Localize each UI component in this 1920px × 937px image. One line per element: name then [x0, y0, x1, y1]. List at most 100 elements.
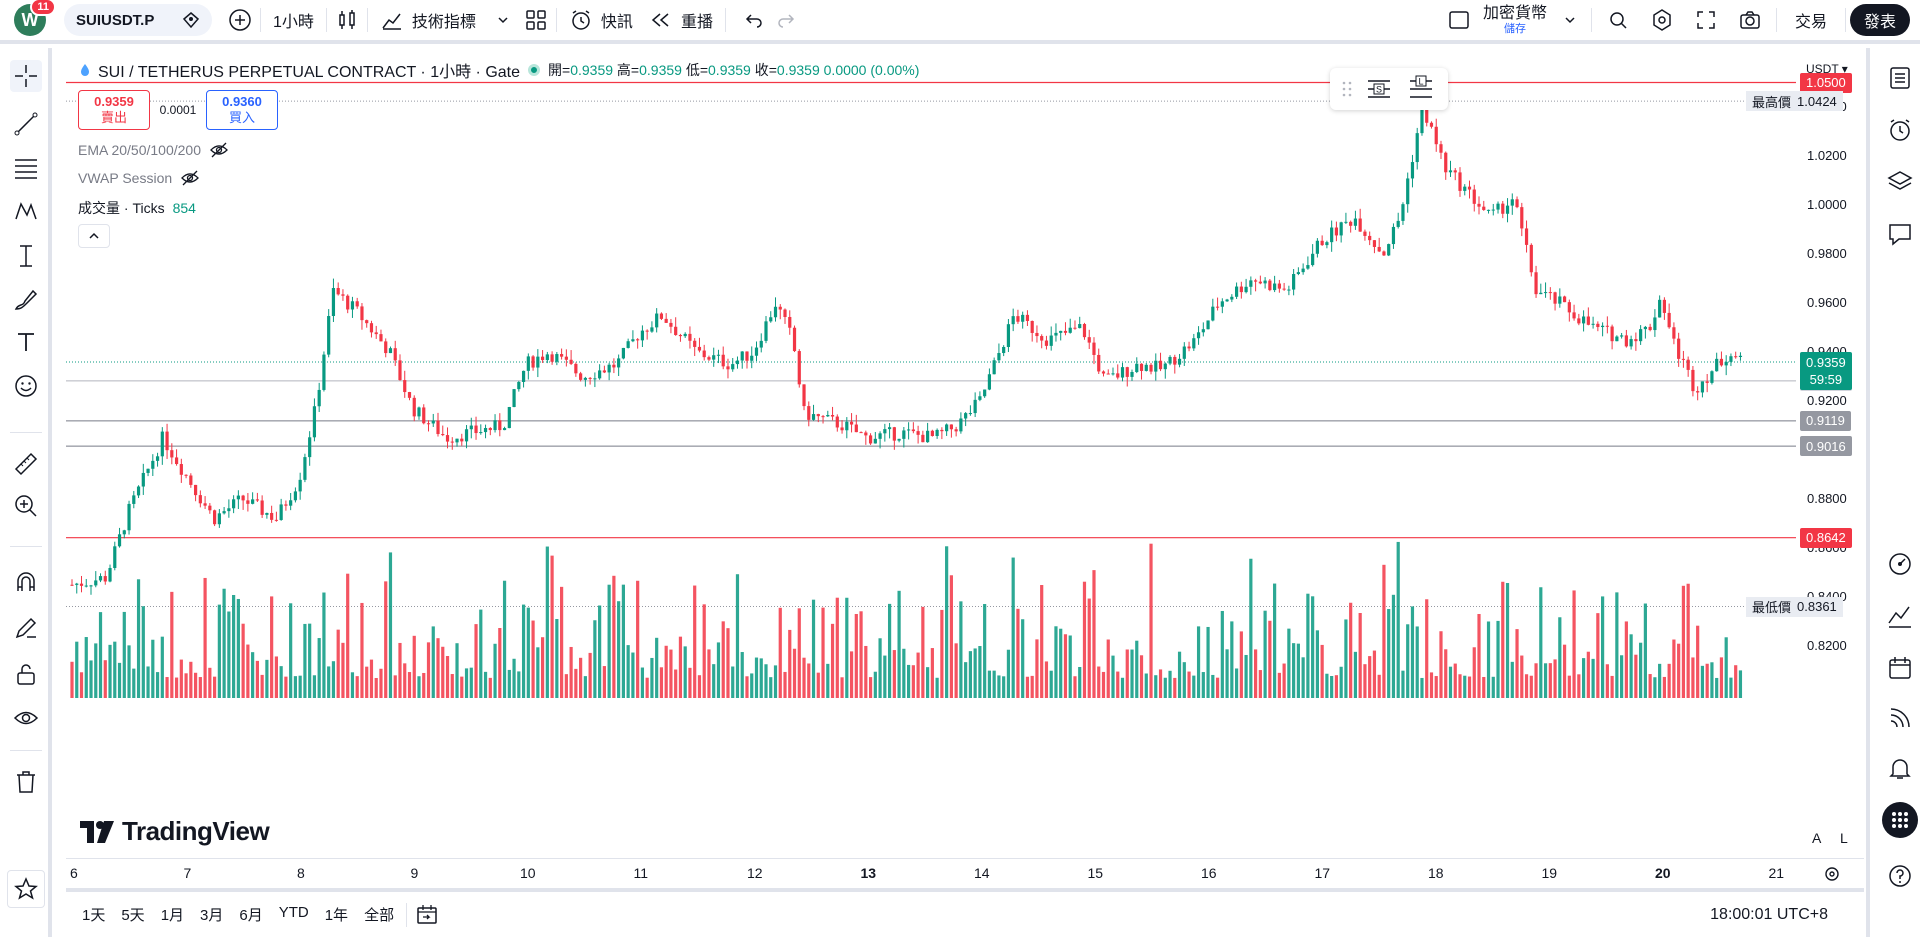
tv-logo-icon: [80, 820, 114, 843]
sell-button[interactable]: 0.9359 賣出: [78, 90, 150, 130]
replay-button[interactable]: 重播: [641, 2, 721, 38]
volume-bar: [1306, 593, 1310, 698]
range-button[interactable]: 1月: [160, 907, 185, 924]
time-tick-label: 8: [297, 865, 305, 881]
snapshot-button[interactable]: [1734, 4, 1766, 36]
price-chart[interactable]: [66, 48, 1864, 858]
save-layout-button[interactable]: 加密貨幣 儲存: [1475, 2, 1587, 38]
price-level-tag[interactable]: 1.0500: [1800, 72, 1852, 93]
zoom-tool[interactable]: [10, 490, 42, 522]
volume-bar: [921, 606, 925, 698]
text-tool[interactable]: [10, 326, 42, 358]
undo-button[interactable]: [738, 4, 770, 36]
scale-l-button[interactable]: L: [1840, 830, 1848, 846]
go-to-date-button[interactable]: [411, 899, 443, 931]
candle-body: [1220, 301, 1224, 307]
candle-body: [926, 430, 930, 443]
divider: [366, 8, 368, 32]
alert-button[interactable]: 快訊: [561, 2, 641, 38]
candle-body: [1016, 316, 1020, 322]
pattern-tool[interactable]: [10, 196, 42, 228]
trade-button[interactable]: 交易: [1794, 14, 1827, 31]
crosshair-tool[interactable]: [10, 60, 42, 92]
compare-symbol-button[interactable]: [224, 4, 256, 36]
volume-bar: [1244, 654, 1248, 698]
favorites-button[interactable]: [7, 870, 45, 908]
price-level-tag[interactable]: 0.8642: [1800, 527, 1852, 548]
alerts-panel-button[interactable]: [1884, 114, 1916, 146]
eye-off-icon[interactable]: [209, 140, 229, 160]
watchlist-button[interactable]: [1884, 62, 1916, 94]
time-axis[interactable]: 6 7 8 9 10 11 12 13 14 15 16 17 18 19 20 21: [66, 858, 1864, 886]
scale-a-button[interactable]: A: [1812, 830, 1822, 846]
layout-select-button[interactable]: [1443, 4, 1475, 36]
user-avatar[interactable]: W 11: [14, 0, 56, 36]
last-price-tag[interactable]: 0.9359 59:59: [1800, 352, 1852, 391]
volume-bar: [1211, 674, 1215, 698]
news-stream-button[interactable]: [1884, 702, 1916, 734]
ideas-button[interactable]: [1884, 600, 1916, 632]
technicals-button[interactable]: [1884, 548, 1916, 580]
chat-button[interactable]: [1884, 218, 1916, 250]
buy-button[interactable]: 0.9360 買入: [206, 90, 278, 130]
volume-bar: [350, 672, 355, 698]
candle-body: [873, 438, 877, 444]
candle-body: [1496, 203, 1500, 210]
range-button[interactable]: 全部: [364, 907, 395, 924]
fib-tool[interactable]: [10, 152, 42, 184]
notifications-button[interactable]: [1884, 752, 1916, 784]
volume-indicator-legend[interactable]: 成交量 · Ticks 854: [78, 200, 196, 216]
range-button[interactable]: 6月: [239, 907, 263, 924]
trend-line-tool[interactable]: [10, 108, 42, 140]
chart-pane[interactable]: SUI / TETHERUS PERPETUAL CONTRACT · 1小時 …: [66, 48, 1864, 858]
layout-templates-button[interactable]: [520, 4, 552, 36]
short-position-icon[interactable]: S: [1364, 74, 1394, 104]
symbol-search-button[interactable]: SUIUSDT.P: [64, 4, 212, 36]
eye-off-icon[interactable]: [180, 168, 200, 188]
redo-button[interactable]: [770, 4, 802, 36]
price-level-tag[interactable]: 0.9016: [1800, 436, 1852, 457]
volume-bar: [788, 629, 792, 698]
series-title[interactable]: SUI / TETHERUS PERPETUAL CONTRACT · 1小時 …: [98, 64, 521, 81]
lock-tool[interactable]: [10, 658, 42, 690]
range-button[interactable]: YTD: [278, 904, 309, 921]
timezone-clock[interactable]: 18:00:01 UTC+8: [1710, 906, 1828, 923]
fullscreen-button[interactable]: [1690, 4, 1722, 36]
vwap-indicator-legend[interactable]: VWAP Session: [78, 168, 200, 188]
volume-bar: [336, 629, 340, 698]
ema-indicator-legend[interactable]: EMA 20/50/100/200: [78, 140, 229, 160]
settings-button[interactable]: [1646, 4, 1678, 36]
drag-handle-icon[interactable]: [1342, 80, 1352, 98]
quick-search-button[interactable]: [1602, 4, 1634, 36]
publish-button[interactable]: 發表: [1849, 4, 1910, 36]
volume-bar: [1120, 677, 1125, 698]
ruler-tool[interactable]: [10, 448, 42, 480]
object-tree-button[interactable]: [1884, 166, 1916, 198]
calendar-button[interactable]: [1884, 652, 1916, 684]
indicators-button[interactable]: 技術指標: [372, 2, 520, 38]
time-axis-settings-icon[interactable]: [1823, 865, 1841, 883]
hide-tool[interactable]: [10, 702, 42, 734]
emoji-tool[interactable]: [10, 370, 42, 402]
collapse-legend-button[interactable]: [78, 224, 110, 248]
candle-body: [1505, 205, 1510, 214]
candle-body: [79, 583, 84, 586]
divider: [325, 8, 327, 32]
drawing-mode-tool[interactable]: [10, 612, 42, 644]
products-button[interactable]: [1882, 802, 1918, 838]
price-level-tag[interactable]: 0.9119: [1800, 410, 1851, 431]
chart-type-button[interactable]: [331, 4, 363, 36]
range-button[interactable]: 1年: [324, 907, 349, 924]
volume-bar: [1201, 672, 1205, 698]
help-button[interactable]: [1884, 860, 1916, 892]
brush-tool[interactable]: [10, 284, 42, 316]
range-button[interactable]: 3月: [200, 907, 224, 924]
range-button[interactable]: 5天: [121, 907, 145, 924]
prediction-tool[interactable]: [10, 240, 42, 272]
candle-body: [217, 513, 221, 525]
interval-button[interactable]: 1小時: [273, 14, 314, 31]
magnet-tool[interactable]: [10, 566, 42, 598]
range-button[interactable]: 1天: [82, 907, 106, 924]
long-position-icon[interactable]: L: [1406, 74, 1436, 104]
delete-tool[interactable]: [10, 766, 42, 798]
